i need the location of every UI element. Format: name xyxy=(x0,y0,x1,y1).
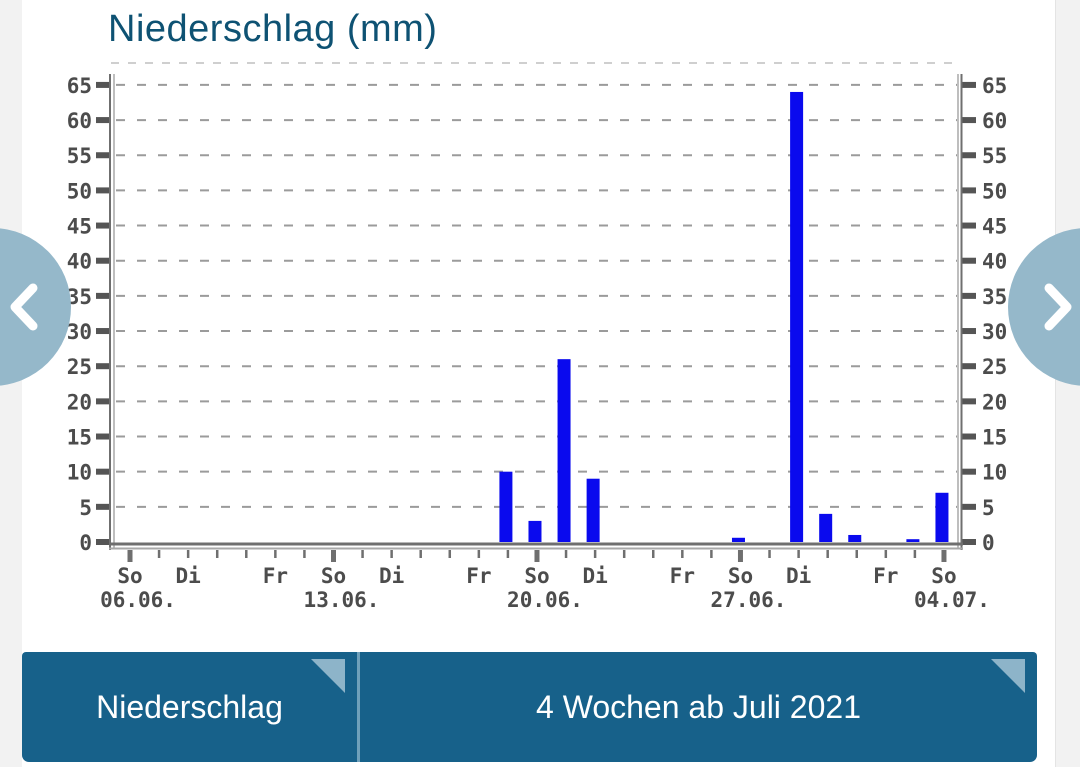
y-tick-label-right: 65 xyxy=(982,74,1007,98)
y-tick-left xyxy=(96,328,110,335)
chevron-left-icon xyxy=(10,283,38,331)
x-tick-label-Di: Di xyxy=(379,564,404,588)
y-tick-left xyxy=(96,187,110,194)
y-tick-left xyxy=(96,81,110,88)
x-date-label: 04.07. xyxy=(914,588,990,612)
y-tick-label-left: 10 xyxy=(67,461,92,485)
y-tick-label-left: 40 xyxy=(67,250,92,274)
x-tick-label-Di: Di xyxy=(786,564,811,588)
y-tick-left xyxy=(96,433,110,440)
y-tick-label-left: 5 xyxy=(79,496,92,520)
footer-tab-label: Niederschlag xyxy=(96,688,283,725)
bar-So-20-06- xyxy=(528,520,542,542)
y-tick-right xyxy=(962,187,976,194)
y-tick-left xyxy=(96,503,110,510)
y-tick-label-right: 40 xyxy=(982,250,1007,274)
y-tick-right xyxy=(962,81,976,88)
y-tick-left xyxy=(96,222,110,229)
x-date-label: 20.06. xyxy=(507,588,583,612)
y-tick-left xyxy=(96,398,110,405)
bar-Sa-03-07- xyxy=(906,539,920,542)
x-date-label: 06.06. xyxy=(100,588,176,612)
bar-Mi-30-06- xyxy=(819,513,833,542)
next-period-button[interactable] xyxy=(1007,227,1080,387)
y-tick-right xyxy=(962,433,976,440)
x-date-label: 27.06. xyxy=(711,588,787,612)
footer-divider xyxy=(357,652,360,762)
y-tick-left xyxy=(96,468,110,475)
y-tick-label-right: 60 xyxy=(982,109,1007,133)
chevron-right-icon xyxy=(1044,283,1072,331)
y-tick-right xyxy=(962,222,976,229)
y-tick-label-right: 45 xyxy=(982,215,1007,239)
y-tick-label-left: 30 xyxy=(67,320,92,344)
footer-period-selector[interactable]: 4 Wochen ab Juli 2021 xyxy=(360,652,1037,762)
x-tick-label-Di: Di xyxy=(582,564,607,588)
y-tick-right xyxy=(962,117,976,124)
y-tick-label-left: 20 xyxy=(67,390,92,414)
y-tick-right xyxy=(962,257,976,264)
prev-period-button[interactable] xyxy=(0,227,72,387)
page-title: Niederschlag (mm) xyxy=(108,8,438,50)
y-tick-label-right: 30 xyxy=(982,320,1007,344)
footer-tab-niederschlag[interactable]: Niederschlag xyxy=(22,652,357,762)
x-tick-label-Di: Di xyxy=(175,564,200,588)
y-tick-left xyxy=(96,117,110,124)
y-tick-label-right: 25 xyxy=(982,355,1007,379)
bar-Sa-19-06- xyxy=(499,471,513,542)
y-tick-label-left: 15 xyxy=(67,426,92,450)
y-tick-label-right: 50 xyxy=(982,179,1007,203)
y-tick-right xyxy=(962,539,976,545)
bar-Mo-21-06- xyxy=(557,359,571,542)
fold-corner-icon xyxy=(311,659,345,693)
y-tick-left xyxy=(96,539,110,545)
y-tick-left xyxy=(96,257,110,264)
y-tick-right xyxy=(962,363,976,370)
y-tick-left xyxy=(96,363,110,370)
next-button-circle xyxy=(1008,228,1080,386)
y-tick-left xyxy=(96,152,110,159)
x-tick-label-So: So xyxy=(931,564,956,588)
y-tick-label-right: 35 xyxy=(982,285,1007,309)
prev-button-circle xyxy=(0,228,71,386)
y-tick-label-left: 60 xyxy=(67,109,92,133)
x-date-label: 13.06. xyxy=(304,588,380,612)
fold-corner-icon xyxy=(991,659,1025,693)
x-tick-label-So: So xyxy=(117,564,142,588)
y-tick-label-right: 20 xyxy=(982,390,1007,414)
bar-Di-22-06- xyxy=(586,478,600,542)
x-tick-label-Fr: Fr xyxy=(263,564,288,588)
y-tick-left xyxy=(96,292,110,299)
bar-So-27-06- xyxy=(731,537,745,542)
bar-Di-29-06- xyxy=(790,91,804,543)
x-tick-label-Fr: Fr xyxy=(466,564,491,588)
y-tick-label-left: 50 xyxy=(67,179,92,203)
x-tick-label-So: So xyxy=(524,564,549,588)
bar-So-04-07- xyxy=(935,492,949,542)
y-tick-label-left: 45 xyxy=(67,215,92,239)
y-tick-label-right: 5 xyxy=(982,496,995,520)
y-tick-label-right: 55 xyxy=(982,144,1007,168)
footer-bar: Niederschlag 4 Wochen ab Juli 2021 xyxy=(22,652,1037,762)
y-tick-label-right: 0 xyxy=(982,531,995,555)
y-tick-label-right: 10 xyxy=(982,461,1007,485)
y-tick-label-left: 65 xyxy=(67,74,92,98)
y-tick-right xyxy=(962,468,976,475)
x-tick-label-So: So xyxy=(321,564,346,588)
y-tick-right xyxy=(962,292,976,299)
x-tick-label-Fr: Fr xyxy=(670,564,695,588)
y-tick-label-right: 15 xyxy=(982,426,1007,450)
footer-period-label: 4 Wochen ab Juli 2021 xyxy=(536,688,861,725)
y-tick-right xyxy=(962,503,976,510)
y-tick-label-left: 25 xyxy=(67,355,92,379)
y-tick-right xyxy=(962,152,976,159)
y-tick-label-left: 55 xyxy=(67,144,92,168)
x-tick-label-Fr: Fr xyxy=(873,564,898,588)
bar-Do-01-07- xyxy=(848,534,862,542)
x-tick-label-So: So xyxy=(728,564,753,588)
y-tick-right xyxy=(962,328,976,335)
y-tick-right xyxy=(962,398,976,405)
y-tick-label-left: 0 xyxy=(79,531,92,555)
